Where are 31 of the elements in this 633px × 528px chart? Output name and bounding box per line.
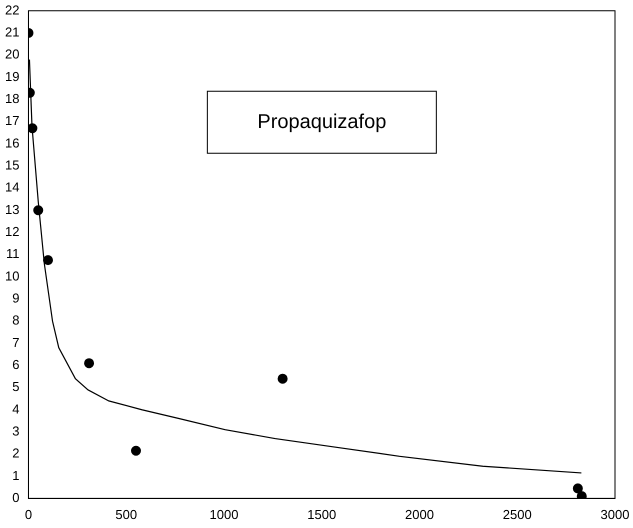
x-tick-label: 500: [115, 506, 138, 522]
y-tick-label: 0: [12, 490, 20, 505]
x-tick-label: 1500: [307, 506, 336, 522]
x-tick-label: 0: [24, 506, 32, 522]
y-tick-label: 2: [12, 446, 20, 461]
y-tick-label: 4: [12, 401, 20, 416]
y-tick-label: 15: [4, 158, 20, 173]
annotation: Propaquizafop: [257, 110, 386, 133]
y-tick-label: 21: [4, 24, 20, 40]
y-tick-label: 22: [4, 2, 20, 18]
y-tick-label: 17: [4, 113, 20, 128]
y-tick-label: 14: [4, 180, 20, 195]
x-tick-label: 2500: [502, 506, 532, 522]
y-tick-label: 6: [12, 356, 20, 372]
y-tick-label: 7: [12, 334, 20, 350]
y-tick-label: 3: [12, 423, 20, 438]
x-tick-label: 1000: [210, 506, 238, 522]
y-tick-label: 10: [4, 268, 20, 284]
y-tick-label: 19: [4, 68, 20, 84]
x-tick-label: 3000: [600, 506, 630, 522]
y-tick-label: 12: [4, 224, 20, 240]
y-tick-label: 18: [4, 91, 20, 106]
y-tick-label: 5: [12, 379, 20, 394]
x-tick-label: 2000: [405, 506, 434, 522]
y-tick-label: 20: [4, 46, 20, 62]
y-tick-label: 1: [12, 468, 20, 483]
y-tick-label: 8: [12, 312, 20, 328]
y-tick-label: 16: [4, 135, 20, 150]
y-tick-label: 9: [12, 290, 20, 306]
y-tick-label: 11: [6, 246, 20, 262]
y-tick-label: 13: [4, 202, 20, 217]
